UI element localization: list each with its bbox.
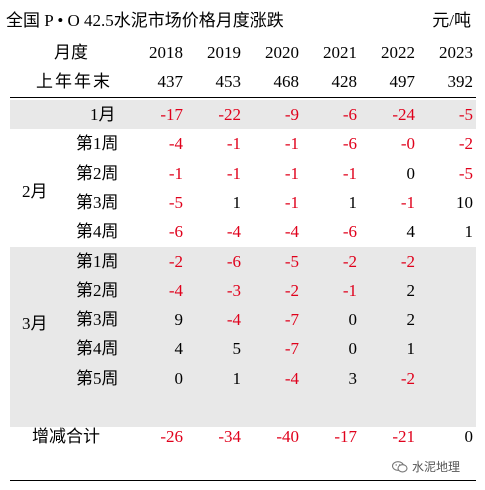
value-cell: 4 — [406, 222, 416, 242]
value-cell: -9 — [284, 105, 299, 124]
value-cell: -24 — [392, 105, 415, 124]
value-cell: 0 — [348, 339, 358, 359]
value-cell: -1 — [226, 163, 241, 183]
shade-jan — [10, 100, 476, 130]
value-cell: -1 — [284, 192, 299, 212]
base-value: 437 — [157, 72, 184, 91]
month-group-feb: 2月 — [22, 182, 48, 202]
value-cell: -4 — [226, 310, 241, 330]
value-cell: -4 — [284, 368, 299, 388]
total-value: 0 — [464, 427, 474, 446]
row-label: 第4周 — [76, 222, 119, 242]
value-cell: -6 — [342, 105, 357, 124]
unit-label: 元/吨 — [432, 11, 471, 30]
year-header: 2023 — [439, 43, 473, 62]
value-cell: -7 — [284, 310, 299, 330]
value-cell: -1 — [284, 163, 299, 183]
row-label: 第2周 — [76, 163, 119, 183]
value-cell: 1 — [464, 222, 474, 242]
year-header: 2020 — [265, 43, 299, 62]
value-cell: -2 — [400, 368, 415, 388]
value-cell: -4 — [168, 280, 183, 300]
row-label: 1月 — [90, 105, 116, 124]
value-cell: 5 — [232, 339, 242, 359]
year-header: 2021 — [323, 43, 357, 62]
row-label: 第3周 — [76, 192, 119, 212]
year-header: 2018 — [149, 43, 183, 62]
row-label: 第4周 — [76, 339, 119, 359]
value-cell: -17 — [160, 105, 183, 124]
value-cell: -1 — [342, 163, 357, 183]
year-header: 2019 — [207, 43, 241, 62]
value-cell: -22 — [218, 105, 241, 124]
month-group-mar: 3月 — [22, 314, 48, 334]
row-label: 第1周 — [76, 134, 119, 154]
value-cell: -2 — [400, 251, 415, 271]
value-cell: 9 — [174, 310, 184, 330]
watermark-text: 水泥地理 — [412, 460, 461, 474]
value-cell: 2 — [406, 280, 416, 300]
watermark: 水泥地理 — [392, 458, 460, 475]
value-cell: 4 — [174, 339, 184, 359]
base-value: 428 — [331, 72, 358, 91]
value-cell: -4 — [226, 222, 241, 242]
total-label: 增减合计 — [32, 427, 100, 446]
value-cell: -1 — [226, 134, 241, 154]
value-cell: 2 — [406, 310, 416, 330]
base-value: 497 — [389, 72, 416, 91]
value-cell: -4 — [168, 134, 183, 154]
value-cell: 1 — [406, 339, 416, 359]
value-cell: -2 — [168, 251, 183, 271]
value-cell: -6 — [342, 134, 357, 154]
value-cell: -1 — [400, 192, 415, 212]
base-label: 上年年末 — [36, 72, 112, 91]
value-cell: 0 — [348, 310, 358, 330]
value-cell: 1 — [348, 192, 358, 212]
value-cell: -6 — [342, 222, 357, 242]
total-value: -21 — [392, 427, 415, 446]
total-value: -26 — [160, 427, 183, 446]
month-header: 月度 — [54, 43, 88, 62]
value-cell: 0 — [406, 163, 416, 183]
table-title: 全国 P • O 42.5水泥市场价格月度涨跌 — [6, 11, 284, 30]
value-cell: -4 — [284, 222, 299, 242]
wechat-icon — [392, 461, 408, 473]
row-label: 第5周 — [76, 368, 119, 388]
row-label: 第3周 — [76, 310, 119, 330]
value-cell: 10 — [456, 192, 473, 212]
value-cell: 1 — [232, 192, 242, 212]
row-label: 第2周 — [76, 280, 119, 300]
value-cell: 3 — [348, 368, 358, 388]
bottom-border — [10, 480, 476, 481]
value-cell: -3 — [226, 280, 241, 300]
year-header: 2022 — [381, 43, 415, 62]
total-value: -17 — [334, 427, 357, 446]
header-divider — [10, 97, 476, 98]
value-cell: -1 — [284, 134, 299, 154]
base-value: 453 — [215, 72, 242, 91]
value-cell: 1 — [232, 368, 242, 388]
base-value: 392 — [447, 72, 474, 91]
base-value: 468 — [273, 72, 300, 91]
value-cell: -2 — [284, 280, 299, 300]
value-cell: -2 — [342, 251, 357, 271]
total-value: -34 — [218, 427, 241, 446]
value-cell: -7 — [284, 339, 299, 359]
value-cell: -1 — [342, 280, 357, 300]
value-cell: 0 — [174, 368, 184, 388]
value-cell: -1 — [168, 163, 183, 183]
value-cell: -6 — [226, 251, 241, 271]
total-value: -40 — [276, 427, 299, 446]
value-cell: -0 — [400, 134, 415, 154]
value-cell: -5 — [458, 163, 473, 183]
value-cell: -6 — [168, 222, 183, 242]
value-cell: -5 — [458, 105, 473, 124]
value-cell: -2 — [458, 134, 473, 154]
value-cell: -5 — [168, 192, 183, 212]
shade-mar — [10, 246, 476, 427]
value-cell: -5 — [284, 251, 299, 271]
row-label: 第1周 — [76, 251, 119, 271]
